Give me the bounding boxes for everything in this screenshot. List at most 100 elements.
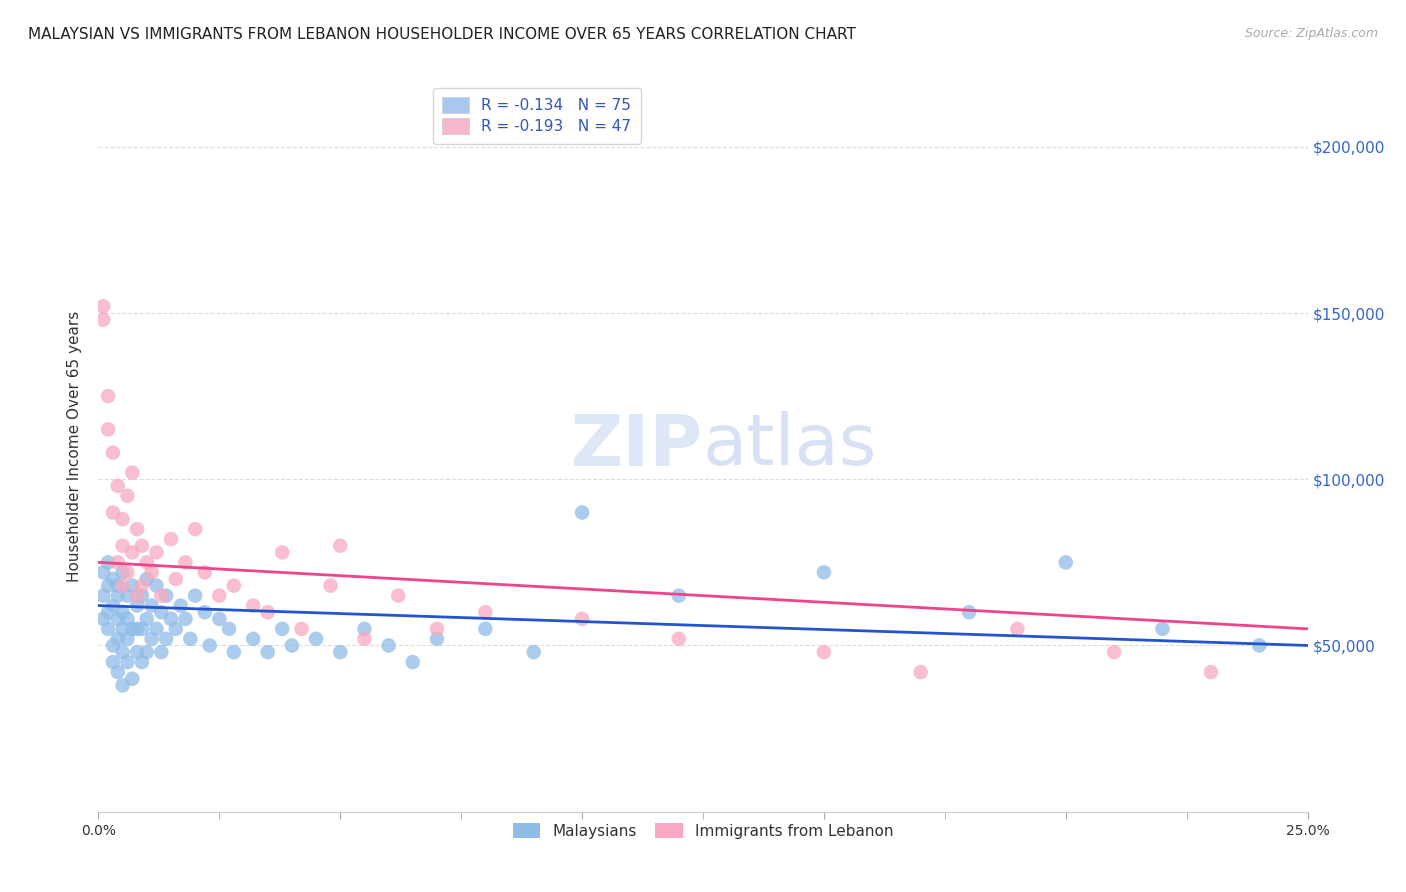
Point <box>329 645 352 659</box>
Point <box>117 612 139 626</box>
Point <box>571 506 593 520</box>
Point <box>426 622 449 636</box>
Point <box>910 665 932 679</box>
Point <box>155 632 177 646</box>
Point <box>91 299 114 313</box>
Point <box>145 545 167 559</box>
Point <box>160 612 183 626</box>
Point <box>111 678 134 692</box>
Point <box>127 599 149 613</box>
Point <box>111 605 134 619</box>
Legend: Malaysians, Immigrants from Lebanon: Malaysians, Immigrants from Lebanon <box>503 814 903 848</box>
Point <box>194 566 217 580</box>
Point <box>813 645 835 659</box>
Point <box>523 645 546 659</box>
Point <box>117 489 139 503</box>
Y-axis label: Householder Income Over 65 years: Householder Income Over 65 years <box>67 310 83 582</box>
Point <box>91 312 114 326</box>
Point <box>97 555 120 569</box>
Point <box>117 566 139 580</box>
Point <box>111 645 134 659</box>
Point <box>353 632 375 646</box>
Point <box>957 605 980 619</box>
Point <box>107 555 129 569</box>
Point <box>402 655 425 669</box>
Point <box>127 622 149 636</box>
Point <box>387 589 409 603</box>
Point <box>174 612 197 626</box>
Point <box>329 539 352 553</box>
Point <box>184 589 207 603</box>
Point <box>1152 622 1174 636</box>
Point <box>101 445 124 459</box>
Point <box>150 605 173 619</box>
Point <box>165 622 187 636</box>
Point <box>107 665 129 679</box>
Point <box>141 599 163 613</box>
Point <box>218 622 240 636</box>
Point <box>198 639 221 653</box>
Point <box>242 599 264 613</box>
Point <box>107 479 129 493</box>
Point <box>1199 665 1222 679</box>
Point <box>131 589 153 603</box>
Point <box>135 645 157 659</box>
Point <box>474 605 496 619</box>
Point <box>111 579 134 593</box>
Point <box>117 632 139 646</box>
Point <box>97 422 120 436</box>
Point <box>281 639 304 653</box>
Text: MALAYSIAN VS IMMIGRANTS FROM LEBANON HOUSEHOLDER INCOME OVER 65 YEARS CORRELATIO: MALAYSIAN VS IMMIGRANTS FROM LEBANON HOU… <box>28 27 856 42</box>
Point <box>117 655 139 669</box>
Point <box>121 579 143 593</box>
Point <box>117 589 139 603</box>
Point <box>145 579 167 593</box>
Point <box>111 622 134 636</box>
Point <box>271 622 294 636</box>
Point <box>222 645 245 659</box>
Point <box>1102 645 1125 659</box>
Point <box>101 599 124 613</box>
Point <box>107 632 129 646</box>
Point <box>150 645 173 659</box>
Point <box>131 579 153 593</box>
Point <box>135 612 157 626</box>
Point <box>111 539 134 553</box>
Point <box>131 622 153 636</box>
Point <box>1249 639 1271 653</box>
Point <box>208 589 231 603</box>
Point <box>474 622 496 636</box>
Point <box>127 522 149 536</box>
Point <box>131 539 153 553</box>
Point <box>1054 555 1077 569</box>
Point <box>121 622 143 636</box>
Point <box>169 599 191 613</box>
Point <box>135 555 157 569</box>
Point <box>256 645 278 659</box>
Point <box>91 589 114 603</box>
Point <box>668 589 690 603</box>
Text: atlas: atlas <box>703 411 877 481</box>
Point <box>131 655 153 669</box>
Point <box>174 555 197 569</box>
Point <box>242 632 264 646</box>
Point <box>160 532 183 546</box>
Point <box>107 589 129 603</box>
Point <box>150 589 173 603</box>
Point <box>141 566 163 580</box>
Point <box>121 672 143 686</box>
Point <box>426 632 449 646</box>
Point <box>121 545 143 559</box>
Point <box>377 639 399 653</box>
Point <box>121 466 143 480</box>
Point <box>155 589 177 603</box>
Point <box>97 605 120 619</box>
Point <box>111 566 134 580</box>
Point <box>668 632 690 646</box>
Point <box>127 589 149 603</box>
Point <box>107 612 129 626</box>
Point <box>97 579 120 593</box>
Point <box>208 612 231 626</box>
Point <box>1007 622 1029 636</box>
Text: Source: ZipAtlas.com: Source: ZipAtlas.com <box>1244 27 1378 40</box>
